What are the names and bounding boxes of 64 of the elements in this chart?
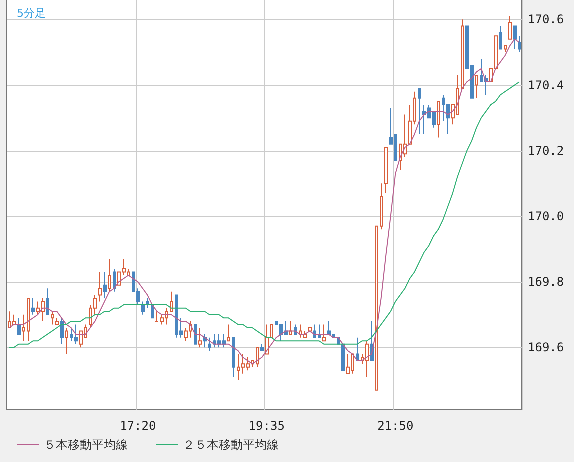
- candlestick: [299, 324, 302, 338]
- legend-label: ２５本移動平均線: [183, 438, 279, 452]
- candlestick: [356, 337, 359, 362]
- candlestick: [260, 344, 264, 352]
- candlestick: [384, 147, 388, 194]
- line-series: [8, 82, 520, 348]
- candlestick: [170, 291, 173, 312]
- x-tick-label: 17:20: [120, 419, 156, 433]
- candlestick: [146, 298, 149, 309]
- candlestick: [303, 330, 307, 338]
- y-tick-label: 170.0: [528, 209, 564, 224]
- candlestick: [461, 19, 464, 90]
- candlestick: [22, 314, 25, 342]
- candlestick: [46, 288, 49, 316]
- candlestick: [51, 311, 54, 326]
- candlestick: [375, 226, 378, 391]
- candlestick: [31, 298, 35, 316]
- candlestick: [418, 88, 421, 135]
- y-tick-label: 170.4: [528, 78, 564, 92]
- candlestick: [227, 324, 230, 342]
- candlestick: [270, 324, 273, 338]
- candlestick: [346, 354, 350, 374]
- legend-label: ５本移動平均線: [44, 438, 128, 452]
- candlestick: [341, 344, 345, 372]
- candlestick: [55, 318, 59, 326]
- candlestick: [232, 337, 235, 378]
- candlestick: [74, 324, 78, 345]
- candlestick: [198, 328, 202, 348]
- y-tick-label: 170.2: [528, 144, 564, 158]
- candlestick: [194, 324, 197, 345]
- candlestick: [17, 318, 21, 336]
- candlestick: [327, 320, 331, 336]
- candlestick: [103, 272, 107, 299]
- candlestick: [322, 324, 326, 342]
- candlestick: [308, 328, 312, 332]
- candlestick: [151, 304, 154, 319]
- y-tick-label: 170.6: [528, 12, 564, 27]
- y-tick-label: 169.8: [528, 275, 564, 290]
- x-tick-label: 19:35: [248, 419, 285, 433]
- x-tick-label: 21:50: [378, 419, 414, 433]
- candlestick: [113, 268, 116, 292]
- candlestick: [504, 45, 507, 53]
- candlestick: [365, 340, 369, 378]
- candlestick: [98, 272, 102, 302]
- candlestick: [318, 324, 321, 338]
- candlestick: [27, 298, 30, 342]
- candlestick: [499, 26, 502, 50]
- candlestick: [256, 347, 259, 368]
- candlestick: [380, 183, 383, 230]
- candlestick: [108, 258, 111, 292]
- candlestick: [508, 16, 512, 40]
- candlestick: [60, 318, 64, 345]
- text: 5分足: [17, 7, 46, 20]
- candlestick: [513, 26, 517, 50]
- candlestick: [475, 74, 478, 99]
- candlestick: [65, 328, 68, 355]
- line-series: [8, 38, 520, 365]
- candlestick: [518, 36, 521, 53]
- candlestick: [141, 301, 145, 316]
- candlestick: [208, 337, 211, 352]
- candlestick: [12, 314, 16, 326]
- candlestick: [437, 101, 440, 138]
- candlestick: [203, 334, 207, 348]
- y-tick-label: 169.6: [528, 340, 564, 355]
